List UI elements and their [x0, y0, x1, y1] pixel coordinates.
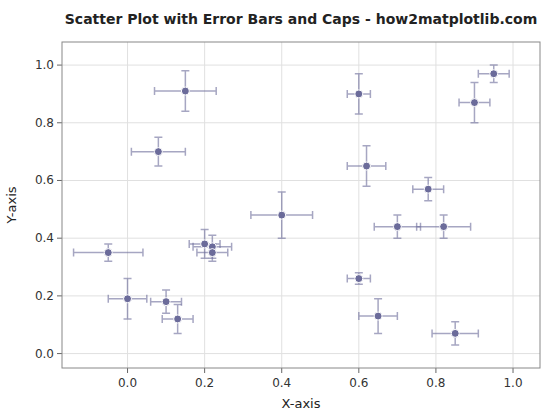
- tick-label: 0.8: [426, 376, 445, 390]
- y-error-bar: [174, 305, 182, 334]
- y-error-bar: [181, 71, 189, 111]
- grid-line: [62, 122, 540, 123]
- tick-label: 0.0: [118, 376, 137, 390]
- x-error-bar: [197, 249, 228, 257]
- y-error-bar: [355, 273, 363, 285]
- y-error-bar: [374, 299, 382, 334]
- y-error-bar: [278, 192, 286, 238]
- x-error-bar: [108, 295, 147, 303]
- point: [490, 70, 498, 78]
- point: [374, 312, 382, 320]
- x-error-bar: [432, 329, 478, 337]
- grid-line: [62, 295, 540, 296]
- tick-mark: [281, 368, 282, 373]
- grid: [62, 42, 540, 368]
- grid-line: [513, 42, 514, 368]
- point: [470, 99, 478, 107]
- x-error-bar: [74, 249, 143, 257]
- grid-line: [435, 42, 436, 368]
- y-error-bar: [355, 74, 363, 114]
- point: [174, 315, 182, 323]
- grid-line: [62, 180, 540, 181]
- point: [181, 87, 189, 95]
- y-error-bar: [104, 244, 112, 261]
- y-error-bar: [162, 290, 170, 313]
- tick-mark: [57, 180, 62, 181]
- x-error-bar: [347, 275, 370, 283]
- x-error-bar: [459, 99, 490, 107]
- y-error-bar: [154, 137, 162, 166]
- tick-mark: [57, 238, 62, 239]
- y-error-bar: [201, 230, 209, 259]
- tick-label: 1.0: [35, 58, 54, 72]
- x-error-bar: [155, 87, 217, 95]
- chart: 0.0 0.2 0.4 0.6 0.8 1.0 0.0 0.2 0.4 0.6 0.8 1.0 Scat…: [0, 0, 560, 420]
- x-error-bar: [131, 148, 185, 156]
- point: [208, 249, 216, 257]
- point: [278, 211, 286, 219]
- x-error-bar: [374, 223, 420, 231]
- tick-mark: [204, 368, 205, 373]
- tick-mark: [513, 368, 514, 373]
- tick-label: 0.0: [35, 347, 54, 361]
- y-error-bar: [451, 322, 459, 345]
- tick-mark: [57, 65, 62, 66]
- y-error-bar: [440, 215, 448, 238]
- point: [393, 223, 401, 231]
- grid-line: [62, 65, 540, 66]
- x-error-bar: [413, 185, 444, 193]
- point: [440, 223, 448, 231]
- grid-line: [62, 238, 540, 239]
- y-error-bar: [208, 235, 216, 258]
- x-axis-label: X-axis: [282, 396, 321, 411]
- tick-label: 0.2: [35, 289, 54, 303]
- point: [451, 329, 459, 337]
- x-error-bar: [251, 211, 313, 219]
- x-error-bar: [347, 90, 370, 98]
- tick-mark: [57, 295, 62, 296]
- marks: [74, 65, 510, 345]
- tick-label: 0.4: [35, 231, 54, 245]
- point: [201, 240, 209, 248]
- point: [154, 148, 162, 156]
- x-error-bar: [478, 70, 509, 78]
- tick-label: 0.8: [35, 116, 54, 130]
- tick-mark: [57, 353, 62, 354]
- y-error-bar: [393, 215, 401, 238]
- plot-frame: [62, 42, 540, 368]
- y-error-bar: [363, 146, 371, 186]
- point: [124, 295, 132, 303]
- x-error-bar: [347, 162, 386, 170]
- tick-mark: [57, 122, 62, 123]
- x-error-bar: [162, 315, 193, 323]
- y-axis-label: Y-axis: [4, 186, 19, 224]
- tick-label: 0.6: [35, 173, 54, 187]
- point: [424, 185, 432, 193]
- tick-mark: [358, 368, 359, 373]
- y-error-bar: [470, 82, 478, 122]
- y-error-bar: [124, 279, 132, 319]
- background: [0, 0, 560, 420]
- x-error-bar: [359, 312, 398, 320]
- point: [104, 249, 112, 257]
- tick-label: 0.4: [272, 376, 291, 390]
- title: Scatter Plot with Error Bars and Caps - …: [65, 11, 538, 27]
- grid-line: [62, 353, 540, 354]
- y-error-bar: [490, 65, 498, 82]
- point: [162, 298, 170, 306]
- point: [355, 275, 363, 283]
- axes: 0.0 0.2 0.4 0.6 0.8 1.0 0.0 0.2 0.4 0.6 0.8 1.0: [35, 42, 540, 390]
- y-error-bar: [424, 178, 432, 201]
- tick-mark: [435, 368, 436, 373]
- point: [355, 90, 363, 98]
- tick-label: 0.2: [195, 376, 214, 390]
- tick-label: 1.0: [503, 376, 522, 390]
- x-error-bar: [417, 223, 471, 231]
- tick-mark: [127, 368, 128, 373]
- point: [363, 162, 371, 170]
- tick-label: 0.6: [349, 376, 368, 390]
